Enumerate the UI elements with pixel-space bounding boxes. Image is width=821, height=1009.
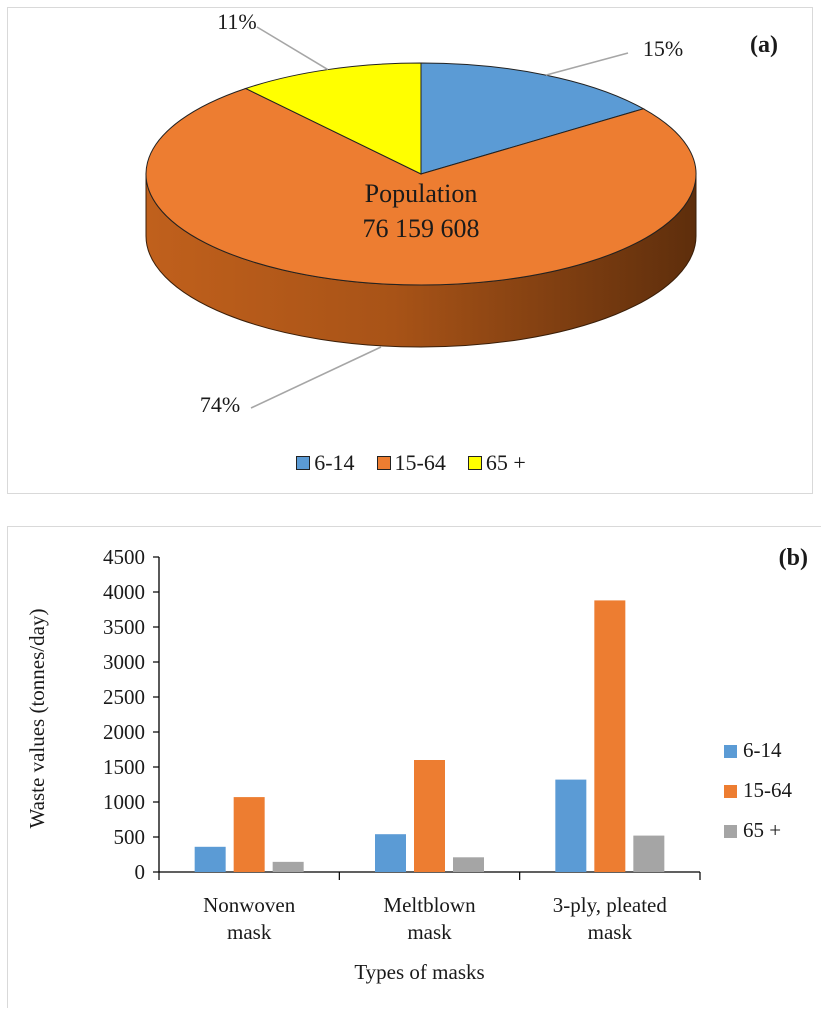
- y-tick-label: 4000: [103, 580, 145, 604]
- bar-15-64-cat1: [233, 797, 265, 872]
- x-category-label: mask: [588, 920, 633, 944]
- panel-label-b: (b): [779, 545, 808, 571]
- legend-swatch: [724, 745, 737, 758]
- y-tick-label: 3500: [103, 615, 145, 639]
- bar-65-plus-cat2: [453, 857, 484, 872]
- x-category-label: mask: [227, 920, 272, 944]
- legend-label: 6-14: [743, 738, 782, 762]
- y-tick-label: 3000: [103, 650, 145, 674]
- y-tick-label: 4500: [103, 545, 145, 569]
- pie-slice-6-14: [420, 62, 645, 175]
- y-tick-label: 1000: [103, 790, 145, 814]
- legend-swatch-6-14: [296, 456, 311, 470]
- pie-center-value: 76 159 608: [363, 214, 480, 243]
- pie-legend-item-65-plus: 65 +: [467, 450, 526, 476]
- y-tick-label: 500: [114, 825, 146, 849]
- pie-chart: (a) 15% 74% 11% Population 76 159 608: [145, 9, 778, 417]
- bar-6-14-cat2: [375, 834, 406, 872]
- y-tick-label: 1500: [103, 755, 145, 779]
- panel-label-a: (a): [750, 32, 778, 58]
- x-category-label: mask: [407, 920, 452, 944]
- bar-6-14-cat1: [194, 846, 226, 872]
- legend-label: 65 +: [743, 818, 781, 842]
- legend-swatch: [724, 825, 737, 838]
- bar-15-64-cat3: [594, 600, 626, 872]
- x-category-label: 3-ply, pleated: [553, 893, 668, 917]
- pie-chart-panel: (a) 15% 74% 11% Population 76 159 608 6-14…: [7, 7, 813, 494]
- bar-chart: (b) 0 500 1000 1500 2000 2500 3000 3500 4000 4500…: [25, 545, 808, 984]
- y-tick-label: 2500: [103, 685, 145, 709]
- pie-value-label: 74%: [200, 392, 240, 417]
- legend-swatch: [724, 785, 737, 798]
- pie-leader-line: [256, 26, 329, 71]
- pie-legend: 6-14 15-64 65 +: [8, 450, 814, 476]
- y-axis-label: Waste values (tonnes/day): [25, 609, 49, 829]
- pie-legend-item-6-14: 6-14: [296, 450, 355, 476]
- legend-label: 15-64: [743, 778, 792, 802]
- bar-65-plus-cat3: [633, 835, 665, 872]
- x-category-label: Meltblown: [383, 893, 476, 917]
- pie-leader-line: [250, 346, 382, 409]
- x-category-label: Nonwoven: [203, 893, 296, 917]
- y-tick-label: 2000: [103, 720, 145, 744]
- bar-6-14-cat3: [555, 779, 587, 872]
- y-tick-label: 0: [135, 860, 146, 884]
- bar-chart-panel: (b) 0 500 1000 1500 2000 2500 3000 3500 4000 4500…: [7, 526, 821, 1008]
- pie-legend-item-15-64: 15-64: [376, 450, 446, 476]
- pie-value-label: 11%: [217, 9, 257, 34]
- x-axis-label: Types of masks: [354, 960, 484, 984]
- bar-15-64-cat2: [414, 760, 445, 872]
- legend-swatch-15-64: [376, 456, 391, 470]
- pie-slice-15-64: [145, 87, 697, 286]
- pie-center-title: Population: [365, 179, 478, 208]
- legend-swatch-65-plus: [467, 456, 482, 470]
- legend-label: 15-64: [394, 450, 446, 475]
- bar-65-plus-cat1: [272, 861, 304, 872]
- pie-leader-line: [545, 52, 629, 76]
- legend-label: 65 +: [485, 450, 526, 475]
- legend-label: 6-14: [314, 450, 355, 475]
- pie-value-label: 15%: [643, 36, 683, 61]
